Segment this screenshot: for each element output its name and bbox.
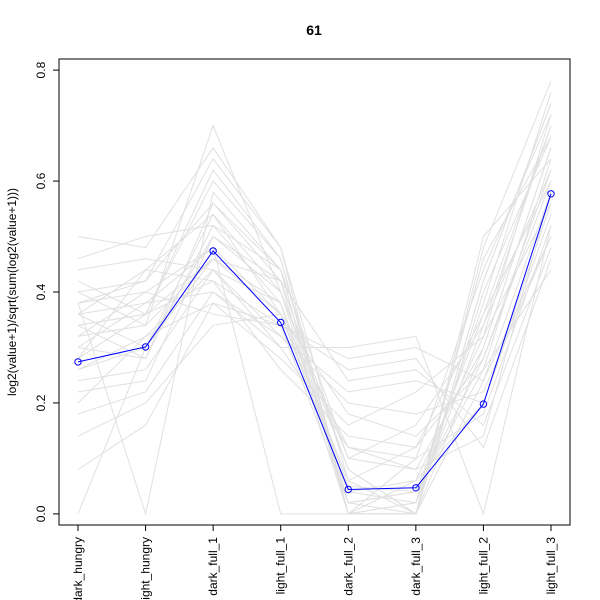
background-line (77, 103, 552, 515)
data-point (277, 318, 285, 327)
background-line (77, 236, 552, 470)
y-axis: 0.0 0.2 0.4 0.6 0.8 (34, 61, 59, 522)
data-point (479, 400, 488, 408)
chart-title: 61 (306, 22, 322, 38)
y-tick-label: 0.0 (34, 505, 48, 522)
background-line (77, 236, 552, 415)
x-axis: dark_hungry light_hungry dark_full_1 light_… (71, 525, 558, 600)
x-tick-label: light_full_2 (476, 537, 490, 595)
x-tick-label: dark_hungry (71, 537, 85, 600)
highlight-series-group (74, 190, 555, 494)
x-tick-label: dark_full_1 (206, 537, 220, 596)
background-line (77, 136, 552, 504)
x-tick-label: dark_full_2 (341, 537, 355, 596)
background-line (77, 180, 552, 448)
background-lines-group (77, 81, 552, 516)
x-tick-label: light_hungry (139, 537, 153, 600)
x-tick-label: light_full_1 (274, 537, 288, 595)
data-point (344, 485, 352, 494)
y-tick-label: 0.8 (34, 61, 48, 78)
data-point (412, 484, 420, 492)
background-line (77, 225, 552, 516)
background-line (77, 92, 552, 516)
data-point (209, 247, 217, 255)
data-point (141, 343, 150, 351)
background-line (77, 191, 552, 515)
data-point (547, 190, 555, 198)
y-axis-label: log2(value+1)/sqrt(sum(log2(value+1))) (5, 188, 19, 396)
y-tick-label: 0.2 (34, 394, 48, 411)
background-line (77, 235, 552, 426)
x-tick-label: dark_full_3 (409, 537, 423, 596)
background-line (77, 191, 552, 471)
x-tick-label: light_full_3 (544, 537, 558, 595)
data-point (74, 358, 82, 366)
y-tick-label: 0.6 (34, 172, 48, 189)
background-line (77, 158, 552, 515)
y-tick-label: 0.4 (34, 283, 48, 300)
series-line (77, 193, 552, 491)
